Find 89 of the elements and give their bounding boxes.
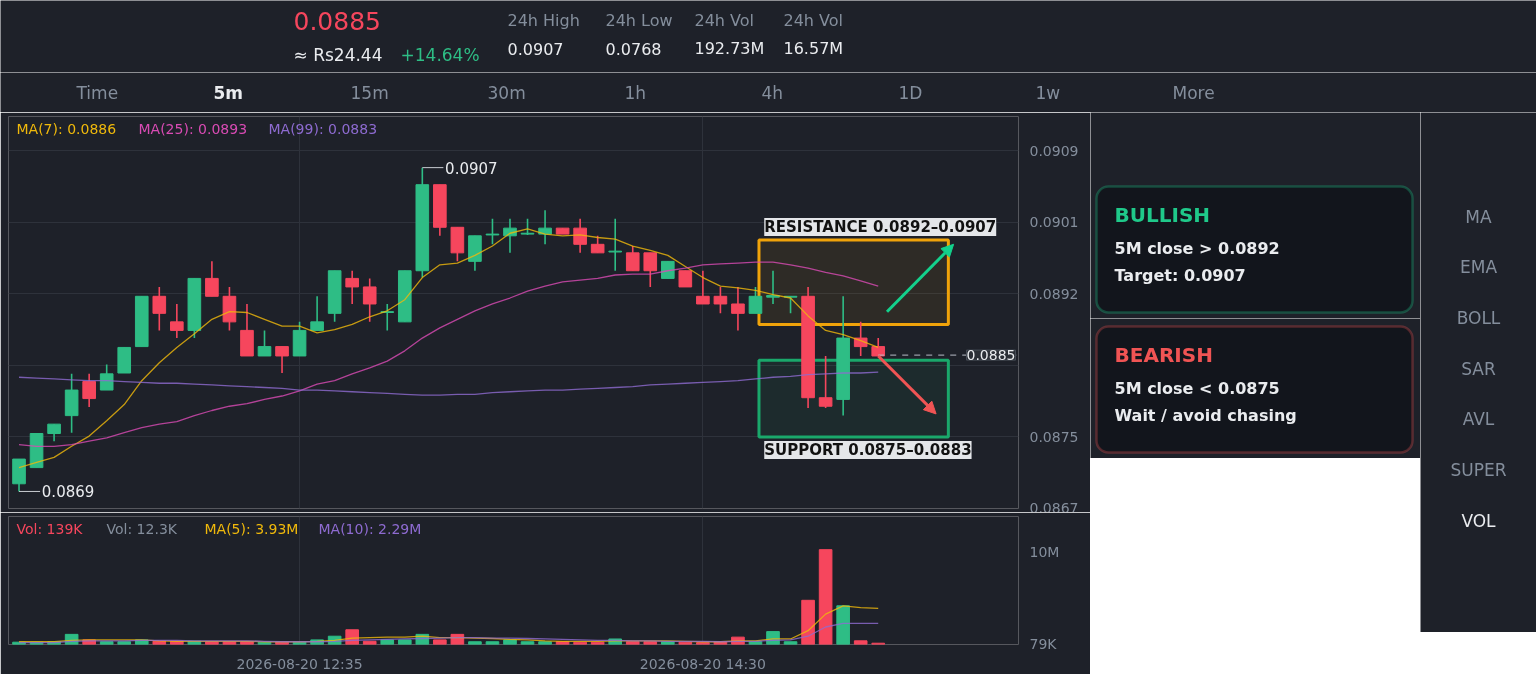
candlestick	[573, 217, 587, 254]
bar	[485, 641, 500, 645]
y-tick-label: 0.0867	[1029, 499, 1079, 516]
x-tick-label: 2026-08-20 14:30	[639, 655, 766, 672]
text: 1D	[898, 82, 923, 103]
text: AVL	[1462, 409, 1495, 430]
text: MA(7): 0.0886	[16, 120, 117, 137]
text: 1h	[624, 82, 647, 103]
y-tick-label: 10M	[1029, 544, 1060, 561]
candlestick	[608, 217, 623, 272]
text: SUPER	[1450, 460, 1507, 480]
candlestick	[275, 345, 289, 374]
candlestick	[205, 260, 219, 298]
text: +14.64%	[400, 44, 480, 65]
text: 30m	[487, 82, 526, 103]
text: MA(99): 0.0883	[268, 120, 378, 137]
ref-line-label: 0.0885	[966, 347, 1016, 364]
text: VOL	[1461, 510, 1497, 531]
text: 192.73M	[694, 39, 765, 58]
bar	[836, 605, 850, 645]
candlestick	[713, 286, 728, 315]
bar	[783, 641, 798, 645]
text: Target: 0.0907	[1114, 266, 1246, 285]
band-label: SUPPORT 0.0875–0.0883	[764, 440, 972, 459]
candlestick	[345, 269, 359, 305]
text: 16.57M	[783, 39, 844, 58]
candlestick	[538, 209, 552, 246]
text: 0.0768	[605, 39, 662, 59]
candlestick	[257, 329, 272, 357]
bar	[468, 641, 482, 645]
y-tick-label: 0.0909	[1029, 142, 1079, 159]
y-tick-label: 79K	[1029, 635, 1058, 652]
candlestick	[485, 217, 500, 246]
text: 24h Vol	[783, 11, 844, 30]
text: MA(25): 0.0893	[138, 120, 248, 137]
bar	[433, 639, 447, 645]
text: MA	[1465, 206, 1493, 227]
text: 0.0885	[293, 6, 381, 36]
annotation: 0.0869	[41, 483, 95, 502]
candlestick	[310, 295, 324, 332]
text: Wait / avoid chasing	[1114, 406, 1297, 425]
candlestick	[99, 363, 114, 391]
candlestick	[625, 245, 640, 272]
y-tick-label: 0.0892	[1029, 285, 1079, 302]
text: BEARISH	[1114, 342, 1213, 367]
text: ≈ Rs24.44	[293, 44, 383, 65]
text: More	[1172, 82, 1215, 103]
candlestick	[766, 269, 780, 305]
text: 4h	[761, 82, 784, 103]
annotation: Vol: 12.3K	[106, 520, 178, 537]
candlestick	[696, 269, 710, 305]
text: 24h Low	[605, 11, 673, 30]
bar	[818, 549, 833, 645]
band-label: RESISTANCE 0.0892–0.0907	[764, 218, 997, 237]
candlestick	[503, 217, 517, 254]
bar	[99, 641, 114, 645]
x-tick-label: 2026-08-20 12:35	[236, 655, 363, 672]
y-tick-label: 0.0875	[1029, 428, 1079, 445]
text: MA(5): 3.93M	[204, 520, 299, 537]
text: 5M close > 0.0892	[1114, 239, 1280, 258]
candlestick	[82, 373, 96, 408]
text: Vol: 139K	[16, 520, 84, 537]
text: MA(10): 2.29M	[318, 520, 422, 537]
candlestick	[818, 355, 833, 409]
bar	[117, 641, 132, 645]
bar	[853, 640, 868, 645]
text: BULLISH	[1114, 202, 1211, 227]
candlestick	[731, 286, 745, 332]
text: Time	[75, 82, 119, 103]
text: 1w	[1035, 82, 1061, 103]
bar	[801, 599, 815, 645]
y-tick-label: 0.0901	[1029, 214, 1079, 231]
text: 0.0907	[507, 39, 564, 59]
text: 5M close < 0.0875	[1114, 379, 1280, 398]
candlestick	[748, 286, 763, 315]
candlestick	[362, 277, 377, 323]
line-series	[18, 622, 879, 644]
text: EMA	[1459, 257, 1498, 278]
candlestick	[643, 252, 658, 288]
bar	[625, 641, 640, 645]
annotation: 0.0907	[445, 159, 498, 178]
text: 5m	[213, 82, 244, 103]
text: SAR	[1461, 358, 1496, 379]
text: BOLL	[1456, 307, 1501, 328]
text: 24h Vol	[694, 11, 755, 30]
candlestick	[152, 286, 167, 332]
text: 15m	[350, 82, 389, 103]
text: 24h High	[507, 11, 580, 30]
candlestick	[170, 303, 184, 339]
